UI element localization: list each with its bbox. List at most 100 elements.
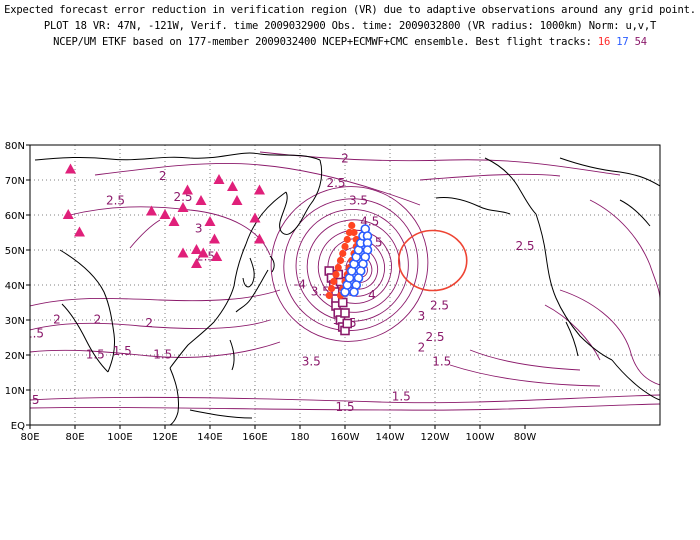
dropsonde-marker — [211, 251, 223, 261]
track-16-point — [348, 221, 356, 230]
track-16-point — [325, 291, 333, 300]
longitude-axis: 80E 80E 100E 120E 140E 160E 180 160W 140W 120W 100… — [20, 425, 536, 443]
contour-label: 3 — [418, 309, 426, 323]
x-tick-label: 160E — [242, 432, 267, 443]
track-54-point — [340, 308, 350, 318]
dropsonde-marker — [168, 216, 180, 226]
contour-line — [30, 403, 660, 411]
track-16-point — [341, 242, 349, 251]
x-tick-label: 140W — [376, 432, 405, 443]
figure-subtitle: PLOT 18 VR: 47N, -121W, Verif. time 2009… — [43, 20, 657, 32]
contour-line — [469, 349, 581, 371]
flight-tracks — [324, 221, 373, 336]
contour-label: 1.5 — [153, 348, 172, 362]
contour-line — [559, 289, 660, 386]
x-tick-label: 100W — [466, 432, 495, 443]
contour-label: 2 — [53, 313, 61, 327]
contour-label: 4 — [368, 288, 376, 302]
track-16-point — [327, 284, 336, 293]
coastline — [189, 409, 253, 419]
coastline — [535, 213, 613, 361]
contour-line — [30, 341, 281, 358]
contour-label: 3.5 — [302, 355, 321, 369]
coastline — [245, 191, 287, 245]
contour-line — [259, 151, 621, 176]
contour-label: 2 — [418, 341, 426, 355]
contour-ring — [306, 219, 401, 313]
contour-label: -4 — [294, 278, 306, 292]
contour-lines — [30, 151, 660, 411]
contour-label: 2.5 — [326, 176, 345, 190]
y-tick-label: 10N — [5, 386, 25, 397]
contour-line — [94, 162, 421, 206]
contour-ring — [283, 198, 419, 332]
coastline — [565, 321, 579, 357]
dropsonde-marker — [195, 195, 207, 205]
contour-label: 1.5 — [86, 348, 105, 362]
dropsonde-marker — [146, 205, 157, 216]
dropsonde-marker — [213, 174, 225, 184]
track-54-point — [342, 318, 353, 329]
contour-line — [69, 206, 271, 256]
track-16-point — [332, 270, 340, 279]
dropsonde-marker — [191, 258, 202, 268]
y-tick-label: 50N — [5, 246, 25, 257]
contour-label: 1.5 — [20, 393, 39, 407]
dropsonde-marker — [65, 163, 76, 174]
track-16-point — [339, 249, 347, 258]
contour-label: 1.5 — [25, 327, 44, 341]
dropsonde-markers — [62, 163, 265, 268]
info-line-text: NCEP/UM ETKF based on 177-member 2009032… — [53, 36, 598, 48]
contour-label: 1.5 — [113, 344, 132, 358]
coastline — [235, 269, 269, 313]
contour-label: 2.5 — [425, 330, 444, 344]
contour-ring — [317, 229, 392, 304]
y-tick-label: 80N — [5, 141, 25, 152]
y-tick-label: EQ — [11, 421, 25, 432]
track-17-point — [349, 287, 359, 297]
x-tick-label: 80W — [514, 432, 537, 443]
track-54-point — [337, 297, 348, 308]
dropsonde-marker — [177, 202, 189, 212]
coastline — [59, 249, 115, 373]
coastline — [34, 152, 321, 161]
coastline — [435, 197, 511, 215]
track-16-point — [330, 277, 338, 286]
track-16-point — [336, 256, 345, 265]
contour-label: 3.5 — [311, 285, 330, 299]
dropsonde-marker — [191, 244, 202, 254]
track-16-point — [334, 263, 342, 272]
latitude-axis: EQ 10N 20N 30N 40N 50N 60N 70N 80N — [5, 141, 30, 432]
contour-label: 2 — [145, 316, 153, 330]
dropsonde-marker — [182, 184, 193, 195]
coastline — [169, 243, 247, 369]
dropsonde-marker — [254, 184, 265, 195]
contour-label: 1.5 — [335, 400, 354, 414]
contour-line — [419, 173, 561, 181]
contour-label: 3 — [195, 222, 203, 236]
x-tick-label: 100E — [107, 432, 132, 443]
coastline — [484, 157, 537, 215]
contour-line — [544, 304, 601, 361]
contour-label: 2.5 — [430, 299, 449, 313]
contour-ring — [295, 209, 409, 322]
coastline — [611, 359, 660, 401]
track-54-label: 54 — [634, 36, 647, 48]
dropsonde-marker — [209, 233, 220, 244]
x-tick-label: 80E — [20, 432, 39, 443]
y-tick-label: 30N — [5, 316, 25, 327]
y-tick-label: 40N — [5, 281, 25, 292]
contour-label: 3.5 — [349, 194, 368, 208]
coastline — [619, 199, 651, 227]
vr-circle — [397, 229, 468, 292]
x-tick-label: 80E — [65, 432, 84, 443]
track-17-label: 17 — [616, 36, 629, 48]
contour-label: 1.5 — [432, 355, 451, 369]
coastlines — [34, 152, 660, 425]
contour-line — [449, 364, 601, 387]
contour-line — [30, 319, 271, 331]
contour-line — [129, 219, 161, 249]
dropsonde-marker — [159, 209, 171, 219]
dropsonde-marker — [177, 247, 189, 258]
